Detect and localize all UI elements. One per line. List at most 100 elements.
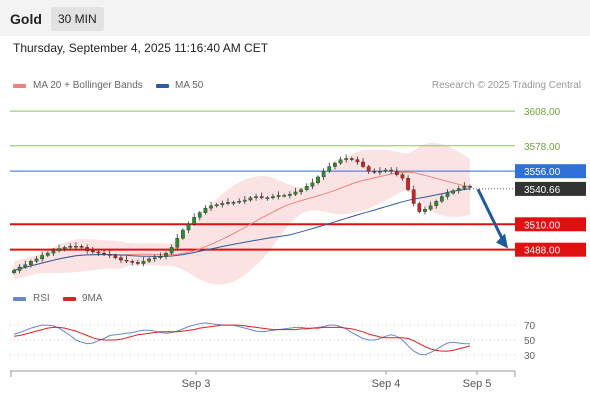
candle-body	[417, 203, 422, 212]
candle-body	[90, 250, 95, 253]
credit-text: Research © 2025 Trading Central	[431, 80, 581, 91]
candle-body	[434, 200, 439, 207]
candle-body	[107, 254, 112, 256]
candle-body	[147, 258, 152, 262]
candle-body	[96, 251, 101, 254]
candle-body	[344, 158, 349, 160]
chart-datetime: Thursday, September 4, 2025 11:16:40 AM …	[13, 41, 269, 55]
candle-body	[62, 247, 67, 249]
candle-body	[299, 189, 303, 193]
x-tick-label: Sep 5	[463, 378, 492, 390]
candle-body	[40, 255, 45, 260]
candle-body	[321, 170, 326, 178]
candle-body	[17, 266, 22, 271]
candle-body	[355, 159, 360, 163]
candle-body	[192, 217, 197, 225]
timeframe-button[interactable]: 30 MIN	[51, 7, 104, 31]
last-price-label: 3540.66	[524, 185, 561, 196]
candle-body	[445, 192, 450, 197]
candle-body	[68, 246, 73, 248]
candle-body	[186, 224, 191, 231]
candle-body	[12, 270, 16, 273]
candle-body	[316, 176, 320, 183]
ma20-bb-swatch	[13, 84, 26, 88]
x-tick-label: Sep 3	[182, 378, 211, 390]
forecast-arrow	[476, 188, 506, 244]
level-label-3578.00: 3578.00	[524, 142, 561, 153]
candle-body	[248, 197, 253, 201]
candle-body	[158, 256, 163, 258]
rsi-line	[13, 322, 470, 356]
candle-body	[282, 195, 287, 197]
candle-body	[411, 189, 416, 204]
level-label-3556.00: 3556.00	[524, 167, 561, 178]
level-badge-3556.00	[515, 164, 586, 179]
candle-body	[462, 185, 467, 189]
bollinger-band-area	[14, 142, 470, 285]
candle-body	[203, 207, 208, 213]
candle-body	[29, 261, 33, 265]
candle-body	[276, 195, 281, 197]
candle-body	[175, 237, 180, 248]
candle-body	[287, 194, 292, 196]
ma20-bb-legend: MA 20 + Bollinger Bands	[33, 80, 143, 91]
candle-body	[439, 196, 444, 202]
candle-body	[119, 257, 123, 261]
rsi-tick-label: 50	[524, 336, 536, 347]
candle-body	[259, 196, 264, 198]
ma9-legend: 9MA	[82, 293, 103, 304]
candle-body	[327, 166, 332, 172]
candle-body	[389, 169, 394, 172]
level-badge-3510.00	[515, 217, 586, 232]
ma50-swatch	[156, 84, 169, 88]
candle-body	[265, 197, 270, 199]
candle-body	[231, 202, 236, 204]
candle-body	[271, 196, 275, 198]
ma50-legend: MA 50	[175, 80, 204, 91]
candle-body	[135, 262, 140, 264]
candle-body	[51, 250, 56, 254]
candle-body	[366, 166, 371, 172]
instrument-title: Gold	[10, 11, 42, 27]
candle-body	[468, 185, 472, 188]
candle-body	[338, 159, 343, 164]
candle-body	[23, 264, 28, 268]
candle-body	[226, 202, 230, 204]
candle-body	[428, 205, 433, 210]
candle-body	[209, 205, 213, 209]
candle-body	[102, 252, 106, 255]
candle-body	[423, 209, 427, 212]
candle-body	[79, 246, 84, 248]
candle-body	[169, 247, 174, 254]
candle-body	[237, 200, 242, 203]
chart-header: Gold 30 MIN	[0, 0, 590, 36]
candle-body	[180, 229, 185, 239]
candle-body	[456, 188, 461, 192]
candle-body	[361, 161, 365, 167]
candle-body	[113, 255, 118, 258]
level-label-3510.00: 3510.00	[524, 220, 561, 231]
candle-body	[45, 252, 50, 256]
ma50-line	[13, 188, 471, 271]
candle-body	[74, 246, 78, 248]
candle-body	[383, 169, 388, 172]
candle-body	[214, 204, 219, 207]
x-tick-label: Sep 4	[372, 378, 401, 390]
candle-body	[293, 191, 298, 195]
candle-body	[141, 261, 146, 264]
candle-body	[57, 248, 61, 252]
rsi-tick-label: 70	[524, 321, 536, 332]
candle-body	[394, 170, 399, 175]
rsi-swatch	[13, 297, 26, 301]
candle-body	[406, 177, 410, 190]
candle-body	[124, 259, 129, 262]
candle-body	[451, 190, 455, 194]
candle-body	[372, 170, 377, 173]
candle-body	[164, 252, 168, 257]
candle-body	[349, 158, 354, 160]
candle-body	[130, 261, 135, 263]
forecast-arrow-head	[496, 233, 508, 249]
candle-body	[34, 258, 39, 262]
level-label-3488.00: 3488.00	[524, 246, 561, 257]
